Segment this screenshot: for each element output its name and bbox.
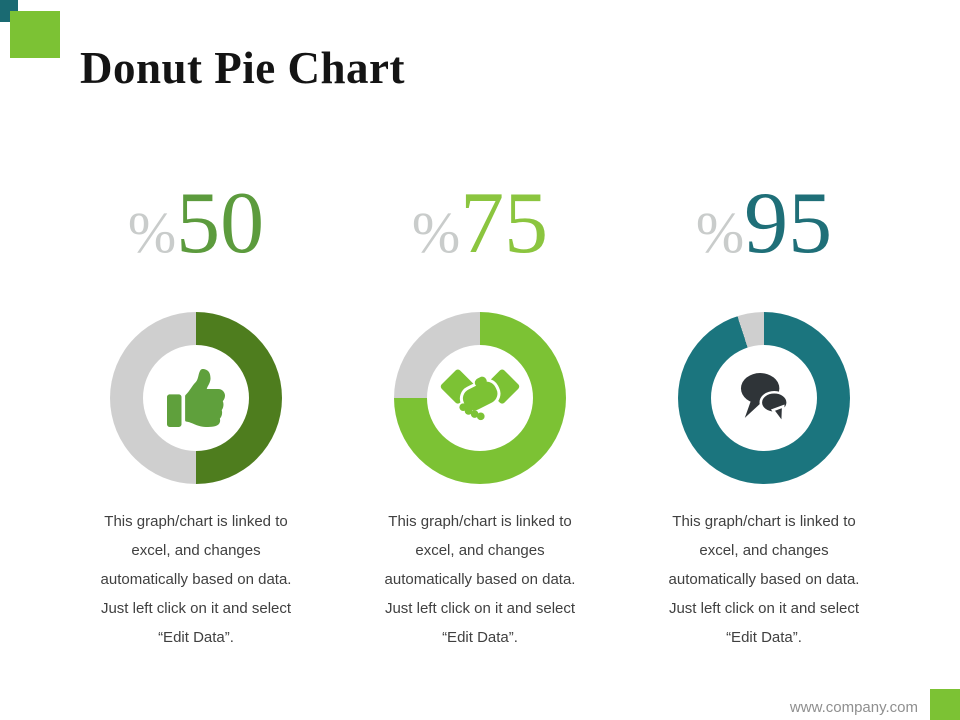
chart-description: This graph/chart is linked to excel, and… <box>70 507 322 652</box>
percent-value: 75 <box>460 175 549 272</box>
description-line: excel, and changes <box>131 542 261 559</box>
percent-label-50: % 50 <box>128 180 264 268</box>
chart-column-3: % 95 This graph/chart is linked <box>624 180 904 667</box>
chart-columns: % 50 This graph/chart is linked to excel… <box>56 180 904 667</box>
percent-sign: % <box>695 200 745 265</box>
donut-hole <box>711 345 817 451</box>
slide-title: Donut Pie Chart <box>80 43 405 94</box>
corner-accent-square <box>930 689 960 720</box>
chart-description: This graph/chart is linked to excel, and… <box>354 507 606 652</box>
donut-chart-50 <box>110 312 282 484</box>
percent-value: 50 <box>176 175 265 272</box>
description-line: Just left click on it and select <box>100 600 292 617</box>
chart-column-1: % 50 This graph/chart is linked to excel… <box>56 180 336 667</box>
chat-bubbles-icon <box>732 368 796 428</box>
description-line: This graph/chart is linked to <box>388 513 572 530</box>
percent-label-75: % 75 <box>412 180 548 268</box>
description-line: Just left click on it and select <box>384 600 576 617</box>
description-line: excel, and changes <box>699 542 829 559</box>
percent-value: 95 <box>744 175 833 272</box>
percent-sign: % <box>411 200 461 265</box>
footer-url: www.company.com <box>789 699 918 716</box>
donut-hole <box>143 345 249 451</box>
description-line: “Edit Data”. <box>442 629 518 646</box>
logo-green-square <box>10 11 60 58</box>
percent-label-95: % 95 <box>696 180 832 268</box>
description-line: excel, and changes <box>415 542 545 559</box>
handshake-icon <box>438 363 522 433</box>
description-line: automatically based on data. <box>100 571 292 588</box>
percent-sign: % <box>127 200 177 265</box>
description-line: “Edit Data”. <box>158 629 234 646</box>
chart-column-2: % 75 This <box>340 180 620 667</box>
description-line: This graph/chart is linked to <box>104 513 288 530</box>
description-line: “Edit Data”. <box>726 629 802 646</box>
description-line: This graph/chart is linked to <box>672 513 856 530</box>
donut-chart-95 <box>678 312 850 484</box>
description-line: automatically based on data. <box>668 571 860 588</box>
donut-hole <box>427 345 533 451</box>
description-line: automatically based on data. <box>384 571 576 588</box>
thumbs-up-icon <box>167 369 225 427</box>
chart-description: This graph/chart is linked to excel, and… <box>638 507 890 652</box>
donut-chart-75 <box>394 312 566 484</box>
description-line: Just left click on it and select <box>668 600 860 617</box>
